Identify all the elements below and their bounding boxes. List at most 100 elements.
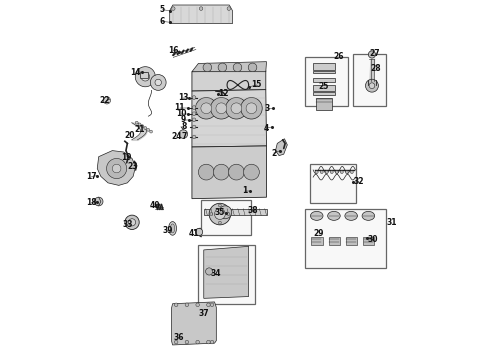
Bar: [313, 78, 335, 82]
Text: 12: 12: [218, 89, 229, 98]
Circle shape: [192, 135, 196, 139]
Circle shape: [341, 171, 343, 174]
Circle shape: [246, 103, 257, 114]
Circle shape: [218, 63, 227, 72]
Circle shape: [345, 171, 348, 174]
Text: 35: 35: [215, 208, 225, 217]
Text: 5: 5: [160, 5, 165, 14]
Circle shape: [219, 204, 221, 207]
Polygon shape: [204, 246, 248, 298]
Text: 20: 20: [124, 131, 135, 140]
Circle shape: [138, 123, 141, 126]
Bar: [197, 244, 255, 304]
Circle shape: [210, 303, 214, 307]
Circle shape: [192, 106, 196, 109]
Ellipse shape: [171, 224, 175, 233]
Bar: [353, 54, 386, 106]
Circle shape: [215, 209, 225, 220]
Text: 1: 1: [243, 186, 247, 195]
Circle shape: [211, 98, 232, 119]
Circle shape: [107, 158, 126, 179]
Circle shape: [325, 171, 328, 174]
Circle shape: [210, 340, 214, 344]
Text: 33: 33: [122, 220, 133, 229]
Text: 8: 8: [181, 122, 187, 131]
Circle shape: [231, 103, 242, 114]
Circle shape: [196, 303, 199, 307]
Bar: [313, 63, 335, 70]
Text: 4: 4: [264, 123, 269, 132]
Circle shape: [203, 63, 212, 72]
Circle shape: [141, 72, 149, 81]
Ellipse shape: [169, 222, 176, 235]
Circle shape: [233, 63, 242, 72]
Text: 28: 28: [370, 64, 381, 73]
Circle shape: [103, 97, 111, 104]
Circle shape: [135, 67, 155, 87]
Circle shape: [147, 129, 149, 131]
Text: 15: 15: [252, 81, 262, 90]
Circle shape: [155, 79, 161, 86]
Text: 36: 36: [173, 333, 184, 342]
Text: 25: 25: [318, 82, 329, 91]
Circle shape: [174, 303, 178, 307]
Bar: [201, 200, 251, 235]
Bar: [329, 237, 340, 245]
Text: 2: 2: [271, 149, 276, 158]
Bar: [346, 237, 357, 245]
Text: 22: 22: [99, 96, 110, 105]
Text: 11: 11: [174, 103, 185, 112]
Bar: [363, 237, 374, 245]
Circle shape: [241, 98, 262, 119]
Text: 32: 32: [354, 177, 364, 186]
Circle shape: [205, 268, 213, 275]
Ellipse shape: [362, 211, 375, 220]
Bar: [305, 57, 347, 106]
Circle shape: [125, 215, 139, 229]
Circle shape: [185, 340, 189, 344]
Circle shape: [150, 75, 166, 90]
Circle shape: [227, 7, 231, 10]
Circle shape: [149, 130, 152, 133]
Circle shape: [244, 164, 259, 180]
Circle shape: [210, 213, 213, 216]
Circle shape: [172, 7, 175, 10]
Text: 7: 7: [181, 132, 187, 141]
Text: 34: 34: [210, 269, 221, 278]
Bar: [310, 164, 356, 203]
Circle shape: [128, 219, 136, 226]
Text: 6: 6: [160, 17, 165, 26]
Circle shape: [185, 303, 189, 307]
Text: 41: 41: [189, 229, 199, 238]
Text: 14: 14: [130, 68, 141, 77]
Polygon shape: [170, 5, 232, 24]
Polygon shape: [275, 139, 287, 156]
Text: 38: 38: [247, 206, 258, 215]
Text: 29: 29: [313, 229, 324, 238]
Text: 39: 39: [163, 226, 173, 235]
Circle shape: [199, 7, 203, 10]
Polygon shape: [97, 150, 136, 185]
Polygon shape: [192, 90, 267, 147]
Circle shape: [368, 51, 375, 58]
Polygon shape: [172, 302, 216, 345]
Text: 23: 23: [128, 162, 138, 171]
Ellipse shape: [328, 211, 340, 220]
Text: 18: 18: [86, 198, 97, 207]
Text: 30: 30: [367, 235, 378, 244]
Text: 19: 19: [121, 153, 131, 162]
Circle shape: [209, 203, 231, 225]
Bar: [313, 92, 335, 95]
Text: 37: 37: [198, 309, 209, 318]
Text: 17: 17: [86, 172, 97, 181]
Text: 27: 27: [369, 49, 380, 58]
Circle shape: [144, 127, 147, 130]
Circle shape: [135, 121, 138, 124]
Circle shape: [350, 171, 353, 174]
Bar: [313, 71, 335, 73]
Polygon shape: [192, 71, 266, 91]
Circle shape: [174, 340, 178, 344]
Text: 16: 16: [168, 46, 178, 55]
Circle shape: [335, 171, 338, 174]
Bar: [305, 210, 386, 267]
